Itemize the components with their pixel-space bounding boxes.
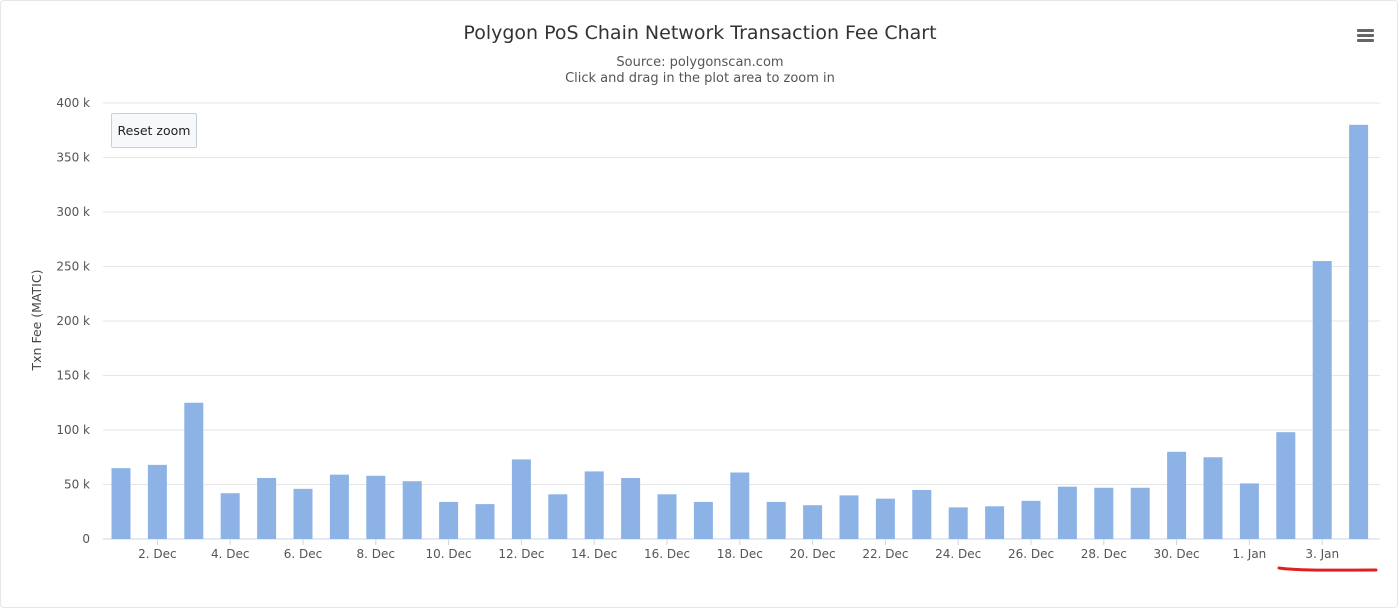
- bar[interactable]: [693, 501, 713, 539]
- bar[interactable]: [439, 501, 459, 539]
- bar[interactable]: [475, 504, 495, 539]
- bar[interactable]: [111, 468, 131, 539]
- bar[interactable]: [766, 501, 786, 539]
- bar[interactable]: [985, 506, 1005, 539]
- red-underline-annotation: [1277, 566, 1378, 572]
- bar[interactable]: [1349, 124, 1369, 540]
- x-tick-label: 6. Dec: [284, 547, 322, 561]
- bar[interactable]: [1276, 432, 1296, 539]
- y-tick-label: 50 k: [64, 478, 90, 492]
- bar[interactable]: [948, 507, 968, 539]
- bar[interactable]: [402, 481, 422, 539]
- y-axis-ticks: 0 50 k 100 k 150 k 200 k 250 k 300 k 350 k 400 k: [56, 96, 90, 546]
- hamburger-menu-icon[interactable]: [1355, 27, 1379, 47]
- y-tick-label: 100 k: [56, 423, 90, 437]
- bar[interactable]: [184, 402, 204, 539]
- bar[interactable]: [875, 498, 895, 539]
- bar[interactable]: [1094, 487, 1114, 539]
- chart-title: Polygon PoS Chain Network Transaction Fe…: [463, 22, 937, 44]
- y-tick-label: 150 k: [56, 369, 90, 383]
- x-tick-label: 3. Jan: [1305, 547, 1339, 561]
- chart-zoom-hint: Click and drag in the plot area to zoom …: [565, 71, 835, 86]
- x-tick-label: 22. Dec: [862, 547, 908, 561]
- x-tick-label: 16. Dec: [644, 547, 690, 561]
- y-tick-label: 350 k: [56, 151, 90, 165]
- x-tick-label: 18. Dec: [717, 547, 763, 561]
- bar[interactable]: [803, 505, 823, 539]
- bar[interactable]: [257, 477, 277, 539]
- bar[interactable]: [1203, 457, 1223, 539]
- y-tick-label: 200 k: [56, 314, 90, 328]
- bar[interactable]: [1239, 483, 1259, 539]
- y-axis-label: Txn Fee (MATIC): [29, 270, 44, 372]
- bar[interactable]: [584, 471, 604, 539]
- x-tick-label: 8. Dec: [357, 547, 395, 561]
- x-tick-label: 28. Dec: [1081, 547, 1127, 561]
- x-tick-label: 20. Dec: [790, 547, 836, 561]
- bar[interactable]: [1130, 487, 1150, 539]
- bar[interactable]: [1021, 500, 1041, 539]
- x-tick-label: 10. Dec: [426, 547, 472, 561]
- bar[interactable]: [366, 475, 386, 539]
- x-tick-label: 12. Dec: [498, 547, 544, 561]
- bar[interactable]: [621, 477, 641, 539]
- y-tick-label: 400 k: [56, 96, 90, 110]
- x-tick-label: 14. Dec: [571, 547, 617, 561]
- bar[interactable]: [1167, 451, 1187, 539]
- x-axis-ticks: 2. Dec 4. Dec 6. Dec 8. Dec 10. Dec 12. Dec 14…: [138, 539, 1339, 561]
- x-tick-label: 24. Dec: [935, 547, 981, 561]
- bar[interactable]: [912, 489, 932, 539]
- bar[interactable]: [220, 493, 240, 539]
- y-tick-label: 250 k: [56, 260, 90, 274]
- x-tick-label: 4. Dec: [211, 547, 249, 561]
- bar[interactable]: [657, 494, 677, 539]
- x-tick-label: 26. Dec: [1008, 547, 1054, 561]
- bar[interactable]: [548, 494, 568, 539]
- bar[interactable]: [147, 464, 167, 539]
- bar[interactable]: [1057, 486, 1077, 539]
- chart-source-subtitle: Source: polygonscan.com: [616, 55, 784, 70]
- bar[interactable]: [511, 459, 531, 539]
- x-tick-label: 2. Dec: [138, 547, 176, 561]
- x-tick-label: 1. Jan: [1233, 547, 1267, 561]
- bars: [111, 124, 1369, 540]
- bar[interactable]: [329, 474, 349, 539]
- bar[interactable]: [730, 472, 750, 539]
- reset-zoom-button[interactable]: Reset zoom: [111, 113, 197, 148]
- y-tick-label: 0: [82, 532, 90, 546]
- x-tick-label: 30. Dec: [1154, 547, 1200, 561]
- bar[interactable]: [1312, 261, 1332, 539]
- y-tick-label: 300 k: [56, 205, 90, 219]
- bar[interactable]: [839, 495, 859, 539]
- bar[interactable]: [293, 488, 313, 539]
